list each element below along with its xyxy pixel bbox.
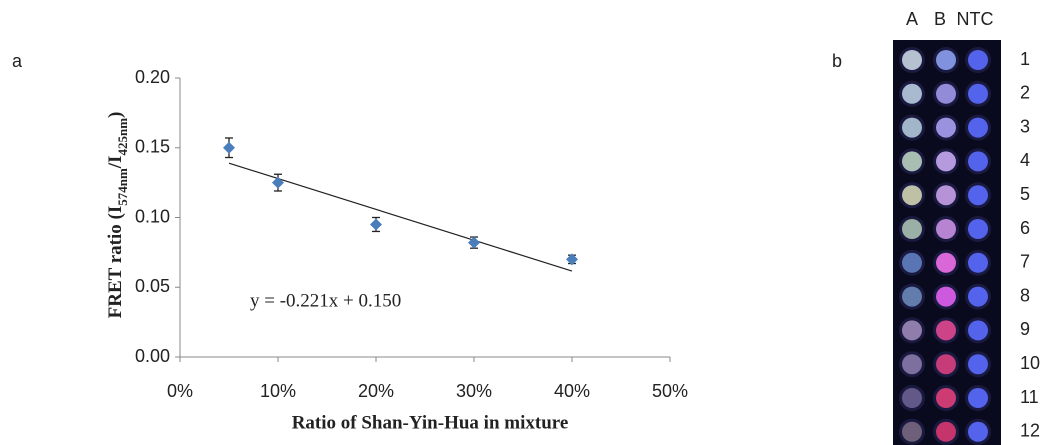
row-label: 8 — [1020, 285, 1030, 305]
well-glow — [968, 185, 988, 205]
panel-label: a — [12, 51, 23, 71]
point — [223, 142, 235, 154]
well-glow — [968, 287, 988, 307]
well-glow — [936, 422, 956, 442]
row-label: 1 — [1020, 49, 1030, 69]
x-tick-label: 40% — [554, 381, 590, 401]
panel-label: b — [832, 51, 842, 71]
well-glow — [902, 185, 922, 205]
column-label: B — [934, 9, 946, 29]
well-glow — [902, 422, 922, 442]
well-glow — [936, 185, 956, 205]
well-glow — [968, 253, 988, 273]
well-glow — [902, 151, 922, 171]
well-glow — [902, 354, 922, 374]
well-glow — [902, 118, 922, 138]
column-label: A — [906, 9, 918, 29]
x-tick-label: 0% — [167, 381, 193, 401]
well-glow — [968, 118, 988, 138]
row-label: 11 — [1020, 387, 1039, 407]
well-glow — [936, 84, 956, 104]
well-glow — [968, 354, 988, 374]
y-label-part: FRET ratio (I — [105, 206, 126, 319]
y-label-part: 425nm — [115, 118, 130, 156]
point — [370, 218, 382, 230]
row-label: 7 — [1020, 252, 1030, 272]
well-glow — [936, 151, 956, 171]
well-glow — [936, 354, 956, 374]
well-glow — [936, 50, 956, 70]
row-label: 10 — [1020, 353, 1040, 373]
x-axis-label: Ratio of Shan-Yin-Hua in mixture — [292, 412, 569, 433]
well-glow — [968, 422, 988, 442]
point — [566, 253, 578, 265]
well-glow — [902, 84, 922, 104]
well-glow — [902, 253, 922, 273]
figure: a b y = -0.221x + 0.150 Ratio of Shan-Yi… — [0, 0, 1051, 445]
y-tick-label: 0.00 — [135, 346, 170, 366]
well-glow — [968, 50, 988, 70]
x-tick-label: 20% — [358, 381, 394, 401]
trend-equation: y = -0.221x + 0.150 — [250, 290, 401, 311]
row-label: 12 — [1020, 421, 1040, 441]
well-glow — [968, 219, 988, 239]
well-glow — [936, 287, 956, 307]
y-label-part: 574nm — [115, 168, 130, 206]
row-label: 5 — [1020, 184, 1030, 204]
well-glow — [936, 388, 956, 408]
well-glow — [968, 84, 988, 104]
y-axis-label: FRET ratio (I574nm/I425nm) — [105, 112, 130, 319]
y-label-part: /I — [105, 156, 126, 170]
well-glow — [968, 320, 988, 340]
well-glow — [902, 388, 922, 408]
well-glow — [968, 388, 988, 408]
well-glow — [902, 50, 922, 70]
well-glow — [936, 320, 956, 340]
row-label: 4 — [1020, 150, 1030, 170]
well-glow — [936, 253, 956, 273]
well-glow — [936, 118, 956, 138]
well-glow — [902, 320, 922, 340]
y-tick-label: 0.15 — [135, 137, 170, 157]
y-tick-label: 0.10 — [135, 206, 170, 226]
row-label: 3 — [1020, 116, 1030, 136]
x-tick-label: 50% — [652, 381, 688, 401]
row-label: 2 — [1020, 83, 1030, 103]
x-tick-label: 10% — [260, 381, 296, 401]
well-glow — [936, 219, 956, 239]
row-label: 9 — [1020, 319, 1030, 339]
point — [272, 177, 284, 189]
x-tick-label: 30% — [456, 381, 492, 401]
well-glow — [902, 287, 922, 307]
well-glow — [968, 151, 988, 171]
column-label: NTC — [957, 9, 994, 29]
row-label: 6 — [1020, 218, 1030, 238]
well-glow — [902, 219, 922, 239]
y-tick-label: 0.20 — [135, 67, 170, 87]
y-label-part: ) — [105, 112, 126, 118]
y-tick-label: 0.05 — [135, 276, 170, 296]
